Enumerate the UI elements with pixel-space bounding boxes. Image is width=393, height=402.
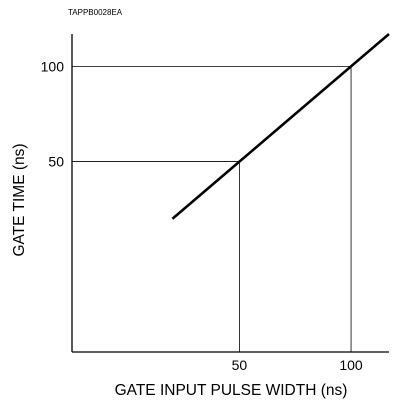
x-tick-label-100: 100 [339,357,363,373]
series-line-0 [171,33,390,220]
figure-code: TAPPB0028EA [68,8,123,17]
y-tick-label-50: 50 [48,154,64,170]
x-tick-label-50: 50 [232,357,248,373]
y-tick-label-100: 100 [41,58,65,74]
y-axis-label: GATE TIME (ns) [11,143,28,256]
plot-area: 50 100 50 100 [41,33,390,373]
x-axis-label: GATE INPUT PULSE WIDTH (ns) [115,382,348,399]
